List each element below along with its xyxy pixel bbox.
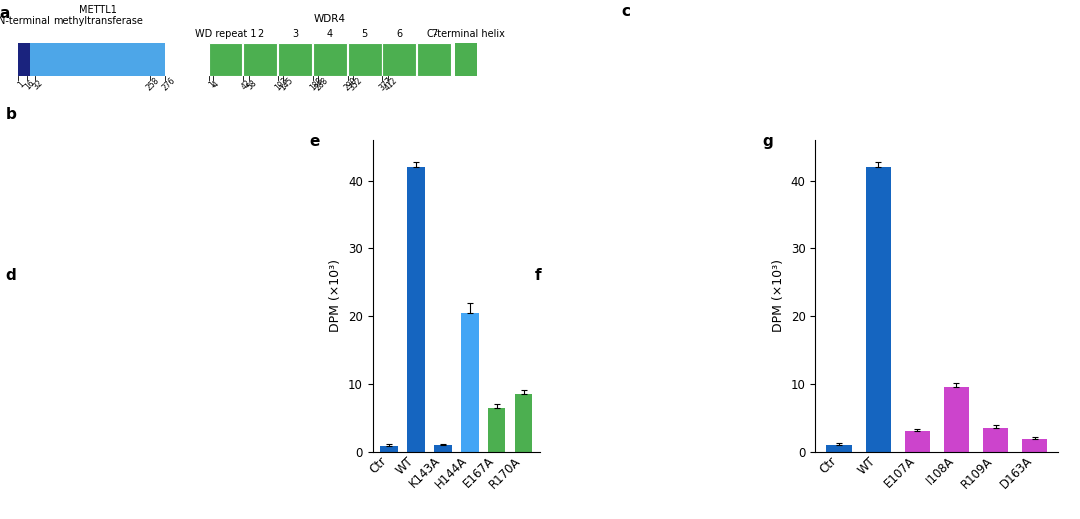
Text: 6: 6 — [396, 30, 403, 39]
Text: 4: 4 — [327, 30, 333, 39]
Text: 58: 58 — [245, 78, 258, 91]
Text: 288: 288 — [313, 76, 329, 93]
Bar — [380, 446, 397, 452]
Text: C-terminal helix: C-terminal helix — [427, 30, 504, 39]
Text: 1: 1 — [207, 80, 217, 89]
Bar — [488, 407, 505, 452]
Bar — [944, 387, 969, 452]
Text: b: b — [5, 107, 16, 122]
Text: 352: 352 — [348, 76, 364, 93]
Bar — [455, 43, 476, 76]
Bar — [313, 43, 347, 76]
Text: c: c — [621, 4, 630, 19]
Text: 3: 3 — [292, 30, 298, 39]
Bar — [348, 43, 381, 76]
Text: 103: 103 — [273, 76, 289, 93]
Text: 290: 290 — [342, 76, 360, 93]
Bar — [865, 167, 891, 452]
Text: 377: 377 — [377, 76, 394, 93]
Bar — [983, 428, 1009, 452]
Text: 188: 188 — [308, 76, 324, 93]
Text: 42: 42 — [240, 78, 253, 91]
Text: 4: 4 — [211, 79, 221, 89]
Bar — [905, 431, 930, 452]
Bar — [417, 43, 451, 76]
Text: WDR4: WDR4 — [314, 15, 346, 24]
Bar — [208, 43, 242, 76]
Text: 5: 5 — [362, 30, 367, 39]
Text: WD repeat 1: WD repeat 1 — [194, 30, 256, 39]
Text: 145: 145 — [279, 76, 295, 93]
Text: 1: 1 — [16, 80, 26, 89]
Text: 412: 412 — [382, 76, 400, 93]
Bar — [1022, 440, 1048, 452]
Bar — [17, 43, 165, 76]
Bar — [826, 445, 852, 452]
Bar — [407, 167, 424, 452]
Text: N-terminal: N-terminal — [0, 16, 50, 26]
Text: METTL1
methyltransferase: METTL1 methyltransferase — [53, 5, 143, 26]
Text: 32: 32 — [31, 78, 44, 91]
Text: 2: 2 — [257, 30, 264, 39]
Text: 7: 7 — [431, 30, 437, 39]
Text: g: g — [762, 134, 772, 149]
Text: e: e — [309, 134, 320, 149]
Y-axis label: DPM (×10³): DPM (×10³) — [772, 260, 785, 332]
Bar — [434, 445, 451, 452]
Text: d: d — [5, 268, 16, 283]
Bar — [279, 43, 312, 76]
Y-axis label: DPM (×10³): DPM (×10³) — [329, 260, 342, 332]
Bar — [515, 394, 532, 452]
Bar — [382, 43, 416, 76]
Text: 258: 258 — [145, 76, 162, 93]
Text: 276: 276 — [160, 76, 177, 93]
Text: f: f — [535, 268, 541, 283]
Text: 16: 16 — [24, 78, 37, 91]
Text: a: a — [0, 6, 10, 21]
Bar — [243, 43, 278, 76]
Bar — [17, 43, 30, 76]
Bar — [461, 313, 478, 452]
